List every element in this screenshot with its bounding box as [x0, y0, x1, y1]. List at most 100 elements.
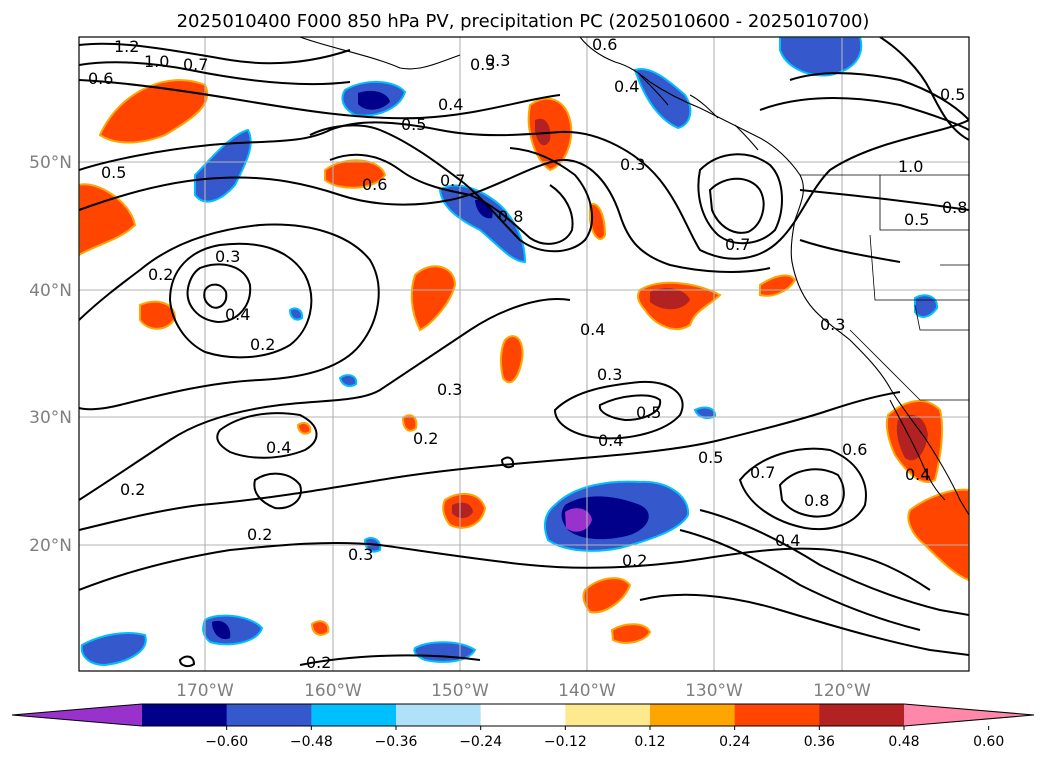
- precip-patch: [410, 265, 457, 332]
- contour-label: 0.2: [306, 653, 331, 672]
- precip-patch: [779, 37, 863, 77]
- pv-contour: [299, 654, 481, 666]
- precip-patch: [310, 620, 330, 636]
- colorbar-tick-label: −0.24: [459, 734, 502, 750]
- pv-contour: [253, 472, 302, 510]
- borders: [800, 174, 969, 401]
- pv-contour: [79, 391, 901, 531]
- coastline: [639, 74, 759, 151]
- pv-contour: [699, 509, 969, 616]
- contour-label: 0.3: [620, 155, 645, 174]
- pv-contour: [178, 655, 196, 668]
- lon-label: 160°W: [304, 681, 362, 701]
- contour-label: 0.6: [88, 69, 113, 88]
- pv-contour: [216, 412, 318, 459]
- coastline: [889, 399, 946, 501]
- precip-patch: [194, 128, 252, 203]
- colorbar-segment: [396, 704, 482, 726]
- contour-label: 0.4: [614, 77, 639, 96]
- precip-patch: [296, 422, 312, 435]
- contour-label: 0.4: [266, 438, 291, 457]
- pv-contour: [789, 72, 969, 121]
- colorbar-segment: [650, 704, 736, 726]
- contour-label: 0.6: [842, 440, 867, 459]
- border: [849, 329, 969, 401]
- contour-label: 1.0: [898, 157, 923, 176]
- contour-label: 0.5: [636, 403, 661, 422]
- precip-patch: [907, 488, 969, 582]
- contour-label: 0.8: [498, 207, 523, 226]
- contour-label: 0.7: [725, 235, 750, 254]
- contour-label: 0.2: [250, 335, 275, 354]
- pv-contour: [708, 177, 765, 234]
- contour-label: 0.4: [580, 320, 605, 339]
- contour-labels: 1.2 1.0 0.7 0.6 0.5 0.6 0.4 0.3 0.4 0.6 …: [88, 37, 967, 672]
- map-area: 1.2 1.0 0.7 0.6 0.5 0.6 0.4 0.3 0.4 0.6 …: [79, 37, 969, 672]
- lon-label: 150°W: [431, 681, 489, 701]
- colorbar-extend-min: [12, 704, 142, 726]
- precip-patch: [535, 118, 551, 146]
- precip-patch: [139, 300, 177, 330]
- colorbar-tick-label: −0.48: [290, 734, 333, 750]
- pv-contour: [879, 37, 969, 141]
- contour-label: 0.5: [101, 163, 126, 182]
- lon-label: 130°W: [685, 681, 743, 701]
- map-frame: [78, 36, 970, 672]
- contour-label: 0.3: [597, 365, 622, 384]
- lat-label: 50°N: [29, 153, 72, 173]
- contour-label: 0.3: [470, 55, 495, 74]
- contour-label: 0.3: [437, 380, 462, 399]
- border: [879, 175, 969, 231]
- precip-patch: [610, 623, 652, 644]
- precip-patch: [896, 415, 928, 461]
- latitude-labels: 50°N 40°N 30°N 20°N: [29, 153, 72, 556]
- colorbar-segment: [565, 704, 651, 726]
- colorbar-tick-label: 0.36: [804, 734, 835, 750]
- contour-label: 0.6: [362, 175, 387, 194]
- contour-label: 0.3: [215, 247, 240, 266]
- colorbar-outline: [11, 703, 1035, 727]
- contour-label: 0.7: [750, 463, 775, 482]
- contour-label: 0.3: [485, 51, 510, 70]
- precip-patch: [759, 274, 797, 297]
- contour-label: 1.2: [114, 37, 139, 56]
- colorbar-segment: [819, 704, 905, 726]
- contour-label: 0.7: [440, 171, 465, 190]
- pv-contour: [79, 61, 351, 86]
- contour-label: 0.4: [775, 531, 800, 550]
- pv-contour: [500, 456, 515, 469]
- pv-contour: [168, 242, 313, 359]
- colorbar-segment: [480, 704, 566, 726]
- pv-contour: [553, 380, 684, 440]
- contour-label: 0.8: [804, 491, 829, 510]
- contour-label: 0.8: [942, 198, 967, 217]
- figure-title: 2025010400 F000 850 hPa PV, precipitatio…: [177, 11, 870, 32]
- pv-contour: [738, 447, 867, 531]
- pv-contour: [679, 529, 921, 631]
- gridlines: [79, 37, 969, 671]
- contour-label: 0.7: [183, 55, 208, 74]
- contour-label: 0.4: [438, 95, 463, 114]
- pv-contour: [329, 153, 574, 245]
- precip-patch: [582, 577, 632, 614]
- lon-label: 120°W: [813, 681, 871, 701]
- precip-patch: [565, 508, 592, 532]
- pv-contour: [639, 593, 969, 656]
- precip-patch: [212, 620, 231, 640]
- pv-contour: [79, 119, 969, 260]
- pv-contour: [79, 42, 351, 65]
- pv-contour: [79, 158, 771, 273]
- longitude-labels: 170°W 160°W 150°W 140°W 130°W 120°W: [176, 681, 871, 701]
- precip-patch: [338, 374, 358, 387]
- colorbar-tick-label: −0.36: [375, 734, 418, 750]
- contour-label: 0.3: [820, 315, 845, 334]
- lon-label: 170°W: [176, 681, 234, 701]
- coastline: [299, 37, 461, 70]
- contour-label: 0.2: [622, 551, 647, 570]
- colorbar: −0.60 −0.48 −0.36 −0.24 −0.12 0.12 0.24 0.36 0.4…: [11, 703, 1035, 750]
- pv-contour: [799, 189, 969, 211]
- contour-label: 0.2: [413, 429, 438, 448]
- contour-label: 0.5: [401, 115, 426, 134]
- contour-label: 0.4: [225, 305, 250, 324]
